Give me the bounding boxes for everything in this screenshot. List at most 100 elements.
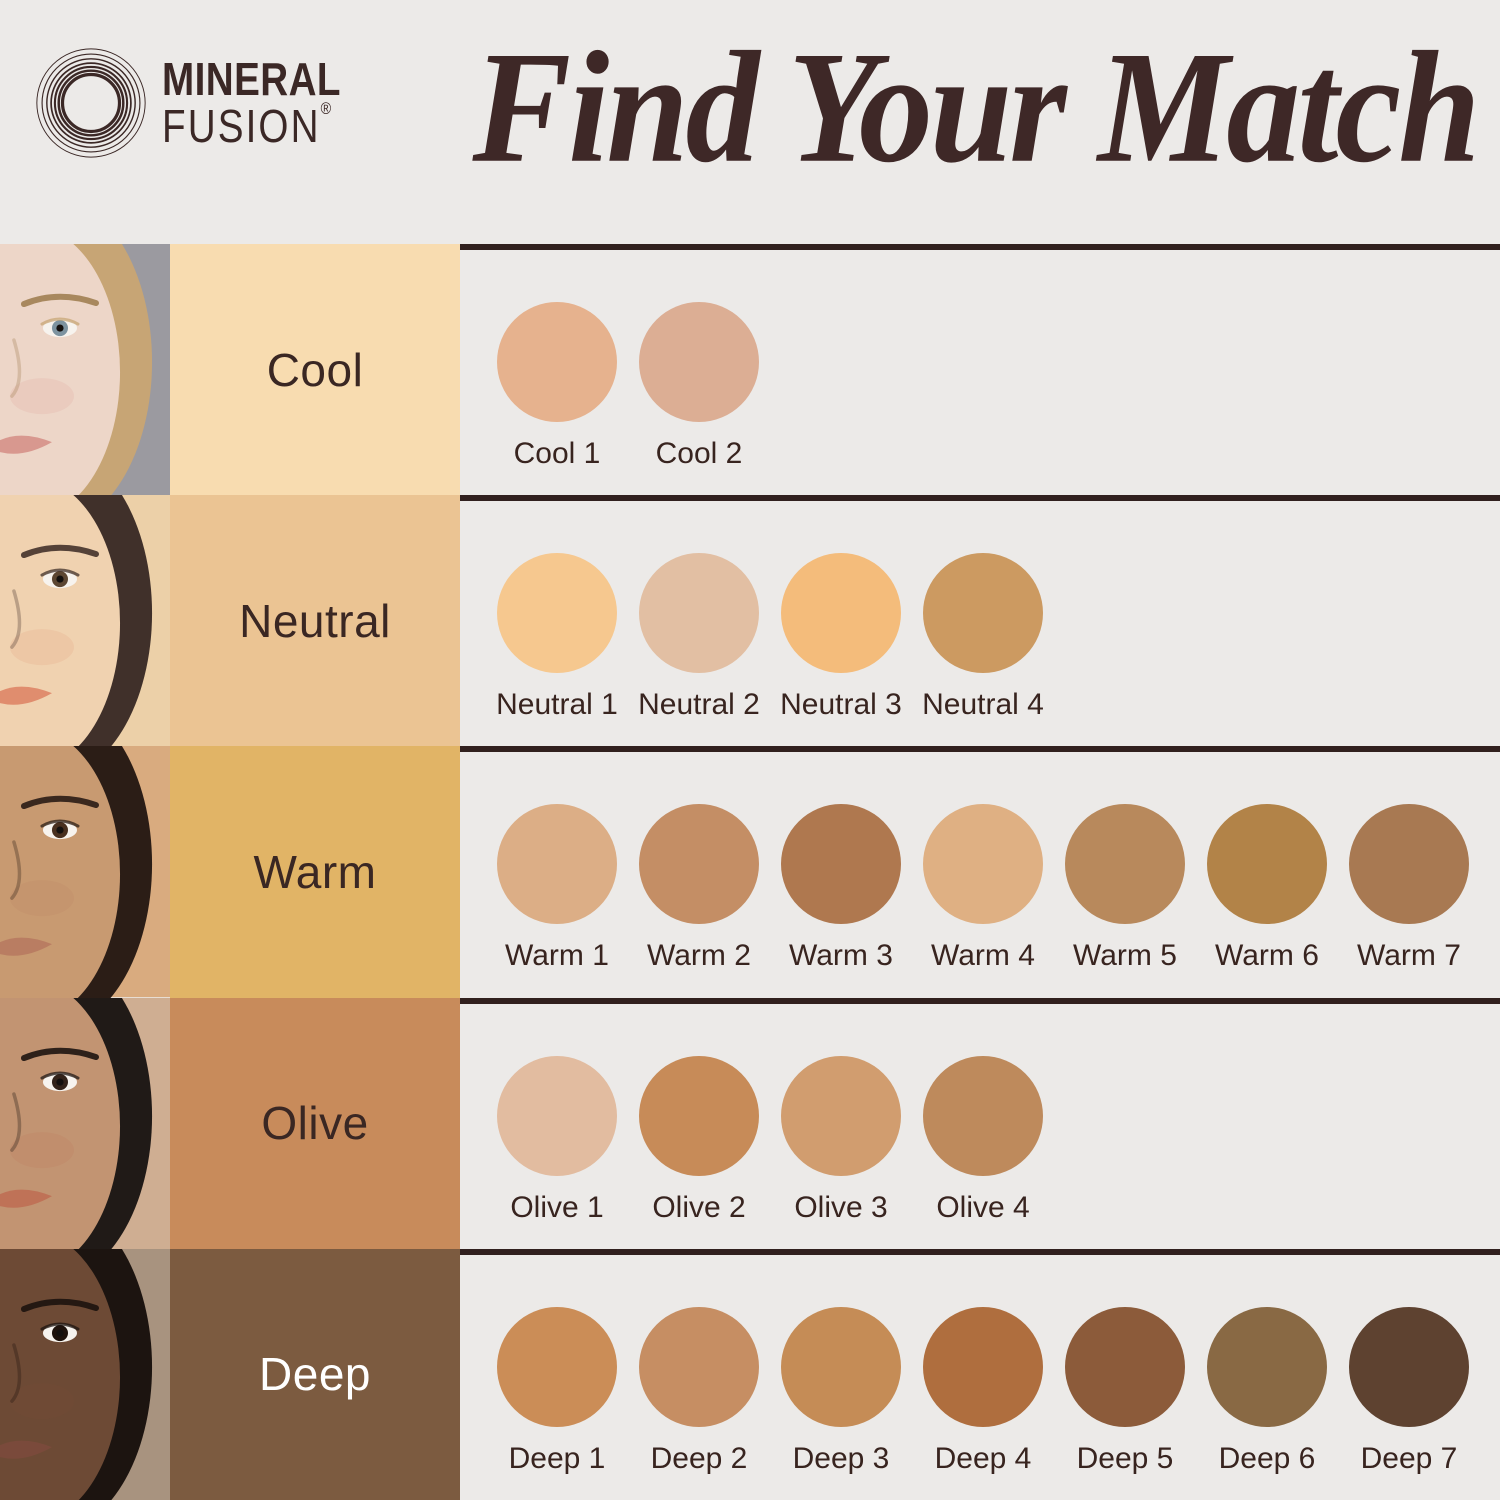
shade-swatch: Deep 2: [628, 1255, 770, 1476]
shade-swatch: Deep 3: [770, 1255, 912, 1476]
shade-swatch-label: Neutral 4: [922, 688, 1044, 722]
shade-swatch-circle: [923, 553, 1043, 674]
shade-row-cool: Cool Cool 1 Cool 2: [0, 244, 1500, 496]
shade-swatch: Cool 1: [486, 250, 628, 471]
shade-swatch-label: Warm 5: [1073, 939, 1177, 973]
shade-swatch: Neutral 1: [486, 501, 628, 722]
shade-row-warm: Warm Warm 1 Warm 2 Warm 3 Warm 4 Warm 5 …: [0, 746, 1500, 998]
shade-swatch-circle: [639, 1055, 759, 1176]
shade-row-deep: Deep Deep 1 Deep 2 Deep 3 Deep 4 Deep 5 …: [0, 1248, 1500, 1500]
cool-model-photo: [0, 244, 170, 496]
shade-swatch-label: Warm 7: [1357, 939, 1461, 973]
brand-name-line2: FUSION®: [162, 99, 341, 149]
swatch-strip: Deep 1 Deep 2 Deep 3 Deep 4 Deep 5 Deep …: [460, 1248, 1500, 1500]
shade-swatch: Warm 4: [912, 752, 1054, 973]
shade-swatch: Olive 4: [912, 1004, 1054, 1225]
shade-swatch-label: Warm 4: [931, 939, 1035, 973]
shade-swatch: Warm 1: [486, 752, 628, 973]
shade-swatch-circle: [639, 804, 759, 925]
shade-swatch-circle: [497, 302, 617, 422]
shade-swatch: Olive 3: [770, 1004, 912, 1225]
shade-swatch: Deep 5: [1054, 1255, 1196, 1476]
shade-swatch: Neutral 4: [912, 501, 1054, 722]
shade-swatch-label: Warm 2: [647, 939, 751, 973]
shade-swatch: Deep 1: [486, 1255, 628, 1476]
shade-row-neutral: Neutral Neutral 1 Neutral 2 Neutral 3 Ne…: [0, 495, 1500, 747]
shade-swatch-label: Olive 4: [936, 1190, 1030, 1224]
shade-swatch: Deep 4: [912, 1255, 1054, 1476]
shade-rows: Cool Cool 1 Cool 2 Neutral Neutral 1 Neu…: [0, 244, 1500, 1500]
header: MINERAL FUSION® Find Your Match: [0, 0, 1500, 244]
swatch-strip: Olive 1 Olive 2 Olive 3 Olive 4: [460, 997, 1500, 1249]
shade-swatch-circle: [781, 553, 901, 674]
brand-name: MINERAL FUSION®: [162, 52, 341, 149]
shade-swatch-circle: [923, 1306, 1043, 1427]
shade-swatch-circle: [923, 804, 1043, 925]
shade-swatch-label: Deep 1: [508, 1441, 606, 1475]
page-title: Find Your Match: [472, 19, 1480, 197]
shade-swatch-circle: [1207, 804, 1327, 925]
shade-swatch-circle: [1349, 1306, 1469, 1427]
brand-logo: MINERAL FUSION®: [34, 46, 375, 160]
shade-swatch: Neutral 2: [628, 501, 770, 722]
swatch-strip: Warm 1 Warm 2 Warm 3 Warm 4 Warm 5 Warm …: [460, 746, 1500, 997]
shade-swatch-label: Warm 6: [1215, 939, 1319, 973]
shade-swatch: Warm 3: [770, 752, 912, 973]
shade-swatch-label: Deep 4: [934, 1441, 1032, 1475]
neutral-model-photo: [0, 495, 170, 747]
shade-swatch-circle: [639, 302, 759, 422]
shade-swatch: Warm 2: [628, 752, 770, 973]
undertone-label-cool: Cool: [170, 244, 460, 496]
shade-swatch-circle: [639, 553, 759, 674]
shade-swatch-label: Neutral 3: [780, 688, 902, 722]
shade-swatch-label: Neutral 2: [638, 688, 760, 722]
brand-name-line2-text: FUSION: [162, 100, 321, 152]
shade-swatch-circle: [1207, 1306, 1327, 1427]
shade-swatch-circle: [639, 1306, 759, 1427]
shade-swatch-circle: [497, 553, 617, 674]
shade-swatch: Olive 1: [486, 1004, 628, 1225]
concentric-circles-logo-icon: [36, 48, 146, 158]
shade-row-olive: Olive Olive 1 Olive 2 Olive 3 Olive 4: [0, 997, 1500, 1249]
olive-model-photo: [0, 997, 170, 1249]
shade-swatch: Cool 2: [628, 250, 770, 471]
shade-swatch: Deep 7: [1338, 1255, 1480, 1476]
shade-swatch-circle: [923, 1055, 1043, 1176]
shade-swatch: Olive 2: [628, 1004, 770, 1225]
shade-swatch-circle: [781, 1306, 901, 1427]
shade-swatch-label: Warm 1: [505, 939, 609, 973]
shade-swatch: Warm 5: [1054, 752, 1196, 973]
shade-swatch-label: Cool 2: [655, 437, 743, 470]
registered-trademark: ®: [320, 99, 332, 118]
undertone-label-neutral: Neutral: [170, 495, 460, 747]
undertone-label-warm: Warm: [170, 746, 460, 998]
shade-swatch-label: Cool 1: [513, 437, 601, 470]
shade-swatch-circle: [497, 804, 617, 925]
shade-swatch-label: Deep 6: [1218, 1441, 1316, 1475]
warm-model-photo: [0, 746, 170, 998]
undertone-label-deep: Deep: [170, 1248, 460, 1500]
shade-swatch-label: Warm 3: [789, 939, 893, 973]
swatch-strip: Cool 1 Cool 2: [460, 244, 1500, 495]
shade-swatch: Deep 6: [1196, 1255, 1338, 1476]
shade-swatch-label: Deep 7: [1360, 1441, 1458, 1475]
shade-swatch-label: Deep 5: [1076, 1441, 1174, 1475]
shade-swatch-circle: [497, 1055, 617, 1176]
shade-swatch-label: Deep 3: [792, 1441, 890, 1475]
shade-swatch: Neutral 3: [770, 501, 912, 722]
shade-swatch: Warm 7: [1338, 752, 1480, 973]
shade-swatch-label: Neutral 1: [496, 688, 618, 722]
shade-swatch-circle: [1065, 804, 1185, 925]
deep-model-photo: [0, 1248, 170, 1500]
shade-swatch-circle: [1349, 804, 1469, 925]
shade-swatch-circle: [781, 1055, 901, 1176]
shade-swatch-circle: [497, 1306, 617, 1427]
shade-swatch-label: Olive 2: [652, 1190, 746, 1224]
undertone-label-olive: Olive: [170, 997, 460, 1249]
brand-name-line1: MINERAL: [162, 52, 341, 105]
shade-swatch: Warm 6: [1196, 752, 1338, 973]
shade-swatch-label: Olive 1: [510, 1190, 604, 1224]
swatch-strip: Neutral 1 Neutral 2 Neutral 3 Neutral 4: [460, 495, 1500, 746]
shade-swatch-circle: [1065, 1306, 1185, 1427]
